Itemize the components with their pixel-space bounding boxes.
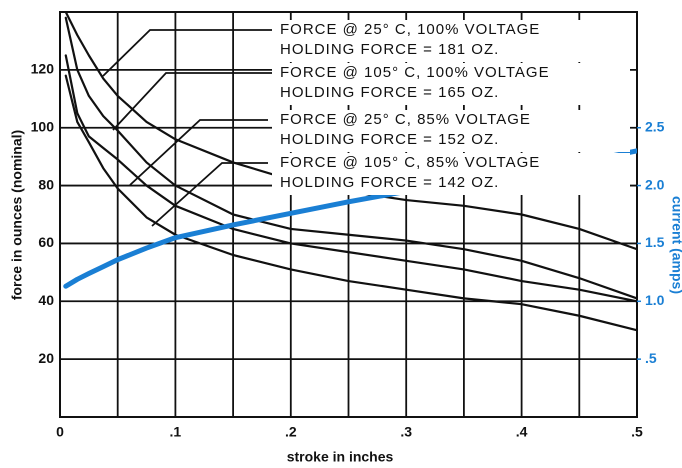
annotation-text: HOLDING FORCE = 165 OZ.	[280, 84, 499, 101]
annotation-bg	[272, 110, 630, 152]
x-axis-label: stroke in inches	[287, 449, 394, 465]
x-tick-label: 0	[56, 424, 64, 440]
y-tick-label: 60	[38, 234, 54, 250]
y2-tick-label: 2.0	[645, 176, 665, 192]
force-line	[64, 74, 637, 332]
x-tick-label: .2	[285, 424, 297, 440]
y-tick-label: 80	[38, 176, 54, 192]
y2-tick-label: 1.5	[645, 234, 665, 250]
y-tick-label: 20	[38, 350, 54, 366]
annotation-text: HOLDING FORCE = 152 OZ.	[280, 131, 499, 148]
y-axis-label: force in ounces (nominal)	[9, 130, 25, 300]
x-tick-label: .1	[170, 424, 182, 440]
annotation-bg	[272, 63, 630, 105]
force-line	[64, 54, 637, 303]
annotation-text: FORCE @ 25° C, 100% VOLTAGE	[280, 21, 540, 38]
annotation-bg	[272, 153, 630, 195]
y2-tick-label: 2.5	[645, 118, 665, 134]
annotation-text: FORCE @ 25° C, 85% VOLTAGE	[280, 111, 531, 128]
x-tick-label: .3	[400, 424, 412, 440]
force-line	[64, 16, 637, 300]
annotation-leader	[102, 29, 272, 77]
y2-tick-label: .5	[645, 350, 657, 366]
annotation-leader	[112, 72, 272, 131]
y-tick-label: 40	[38, 292, 54, 308]
x-tick-label: .4	[516, 424, 528, 440]
annotation-text: HOLDING FORCE = 181 OZ.	[280, 41, 499, 58]
annotation-text: HOLDING FORCE = 142 OZ.	[280, 174, 499, 191]
x-tick-label: .5	[631, 424, 643, 440]
y-tick-label: 120	[31, 61, 55, 77]
annotation-bg	[272, 20, 630, 62]
annotation-leader	[129, 119, 268, 186]
y-tick-label: 100	[31, 118, 55, 134]
annotation-text: FORCE @ 105° C, 85% VOLTAGE	[280, 154, 540, 171]
annotation-leader	[151, 162, 268, 227]
y2-tick-label: 1.0	[645, 292, 665, 308]
annotation-text: FORCE @ 105° C, 100% VOLTAGE	[280, 64, 550, 81]
y2-axis-label: current (amps)	[669, 196, 682, 294]
